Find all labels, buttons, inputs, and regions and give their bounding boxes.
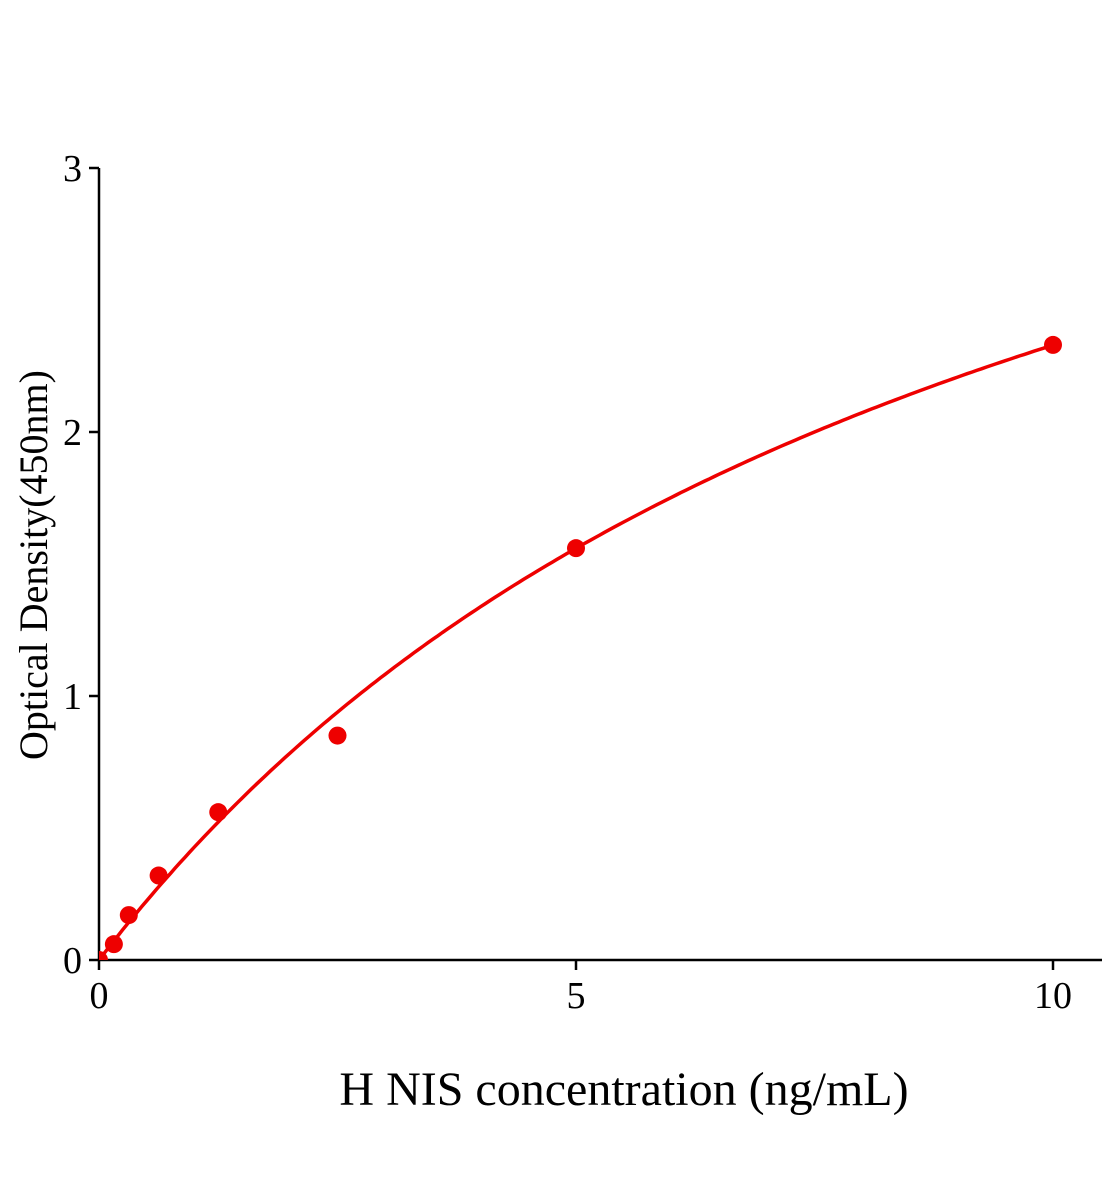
- x-axis-label: H NIS concentration (ng/mL): [339, 1063, 908, 1116]
- x-tick-label: 10: [1034, 975, 1072, 1017]
- y-tick-label: 3: [63, 148, 82, 190]
- data-point: [104, 935, 123, 954]
- fit-curve: [99, 343, 1054, 960]
- data-point: [119, 906, 138, 925]
- y-axis-label: Optical Density(450nm): [11, 370, 56, 760]
- data-point: [209, 803, 228, 822]
- data-points: [99, 335, 1062, 960]
- data-point: [99, 951, 108, 960]
- x-tick-label: 0: [90, 975, 109, 1017]
- y-tick-label: 0: [63, 940, 82, 982]
- data-point: [1044, 335, 1062, 354]
- fit-curve-layer: [99, 343, 1054, 960]
- data-point: [328, 726, 347, 745]
- y-tick-label: 1: [63, 676, 82, 718]
- x-tick-label: 5: [567, 975, 586, 1017]
- data-point: [567, 539, 585, 558]
- data-point: [149, 866, 168, 885]
- y-tick-label: 2: [63, 412, 82, 454]
- axes: 0 5 10 0 1 2 3: [63, 148, 1102, 1017]
